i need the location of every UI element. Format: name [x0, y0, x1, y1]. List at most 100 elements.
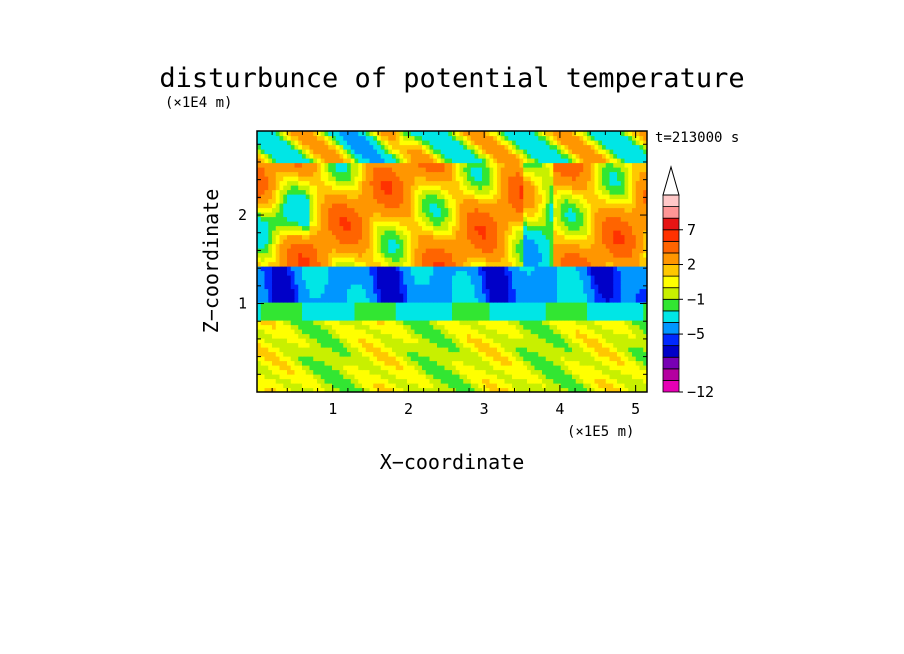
heatmap-cell — [620, 185, 626, 191]
heatmap-cell — [538, 248, 543, 254]
heatmap-cell — [272, 252, 277, 258]
heatmap-cell — [605, 315, 611, 321]
heatmap-cell — [414, 243, 419, 249]
heatmap-cell — [418, 216, 423, 222]
heatmap-cell — [365, 347, 371, 353]
heatmap-cell — [399, 284, 404, 290]
heatmap-cell — [425, 383, 431, 389]
heatmap-cell — [377, 180, 382, 186]
heatmap-cell — [373, 230, 378, 236]
heatmap-cell — [264, 329, 269, 335]
heatmap-cell — [448, 387, 453, 392]
heatmap-cell — [489, 248, 494, 254]
heatmap-cell — [527, 212, 532, 218]
heatmap-cell — [328, 261, 333, 267]
heatmap-cell — [635, 324, 641, 330]
heatmap-cell — [302, 189, 307, 195]
heatmap-cell — [373, 293, 378, 299]
heatmap-cell — [474, 248, 479, 254]
heatmap-cell — [564, 302, 569, 308]
heatmap-cell — [598, 279, 603, 285]
heatmap-cell — [617, 189, 622, 195]
heatmap-cell — [455, 194, 461, 200]
heatmap-cell — [362, 270, 367, 276]
heatmap-cell — [264, 302, 269, 308]
heatmap-cell — [317, 311, 322, 317]
heatmap-cell — [463, 297, 468, 303]
heatmap-cell — [557, 225, 562, 231]
heatmap-cell — [260, 176, 266, 182]
heatmap-cell — [609, 243, 614, 249]
heatmap-cell — [609, 207, 614, 213]
heatmap-cell — [474, 185, 479, 191]
heatmap-cell — [268, 324, 273, 330]
heatmap-cell — [568, 275, 573, 281]
heatmap-cell — [422, 230, 427, 236]
heatmap-cell — [497, 275, 502, 281]
heatmap-cell — [358, 315, 363, 321]
heatmap-cell — [452, 279, 457, 285]
heatmap-cell — [500, 216, 506, 222]
heatmap-cell — [598, 288, 603, 294]
heatmap-cell — [617, 194, 622, 200]
heatmap-cell — [538, 383, 543, 389]
heatmap-cell — [624, 243, 629, 249]
heatmap-cell — [493, 324, 498, 330]
heatmap-cell — [328, 387, 333, 392]
heatmap-cell — [519, 387, 524, 392]
heatmap-cell — [437, 302, 442, 308]
heatmap-cell — [380, 203, 386, 209]
heatmap-cell — [437, 329, 442, 335]
heatmap-cell — [343, 212, 348, 218]
heatmap-cell — [302, 387, 307, 392]
heatmap-cell — [287, 239, 292, 245]
heatmap-cell — [332, 221, 337, 227]
heatmap-cell — [294, 338, 299, 344]
heatmap-cell — [395, 383, 401, 389]
heatmap-cell — [362, 266, 367, 272]
heatmap-cell — [298, 383, 303, 389]
heatmap-cell — [388, 189, 393, 195]
heatmap-cell — [264, 203, 269, 209]
heatmap-cell — [545, 216, 551, 222]
heatmap-cell — [493, 302, 498, 308]
heatmap-cell — [384, 257, 389, 263]
heatmap-cell — [545, 243, 551, 249]
heatmap-cell — [474, 320, 479, 326]
heatmap-cell — [609, 351, 614, 357]
heatmap-cell — [407, 293, 412, 299]
heatmap-cell — [365, 374, 371, 380]
heatmap-cell — [422, 180, 427, 186]
heatmap-cell — [403, 270, 408, 276]
heatmap-cell — [298, 239, 303, 245]
heatmap-cell — [362, 203, 367, 209]
heatmap-cell — [264, 279, 269, 285]
heatmap-cell — [523, 342, 528, 348]
heatmap-cell — [583, 311, 588, 317]
heatmap-cell — [515, 374, 521, 380]
heatmap-cell — [624, 221, 629, 227]
heatmap-cell — [448, 288, 453, 294]
heatmap-cell — [508, 284, 513, 290]
heatmap-cell — [425, 338, 431, 344]
heatmap-cell — [290, 225, 296, 231]
heatmap-cell — [512, 315, 517, 321]
heatmap-cell — [365, 275, 371, 281]
heatmap-cell — [358, 329, 363, 335]
heatmap-cell — [272, 329, 277, 335]
heatmap-cell — [440, 297, 446, 303]
heatmap-cell — [455, 216, 461, 222]
heatmap-cell — [598, 311, 603, 317]
heatmap-cell — [583, 383, 588, 389]
heatmap-cell — [373, 320, 378, 326]
heatmap-cell — [309, 320, 314, 326]
heatmap-cell — [302, 257, 307, 263]
heatmap-cell — [575, 225, 581, 231]
heatmap-cell — [635, 194, 641, 200]
heatmap-cell — [272, 333, 277, 339]
heatmap-cell — [358, 369, 363, 375]
heatmap-cell — [365, 180, 371, 186]
heatmap-cell — [493, 203, 498, 209]
heatmap-cell — [452, 207, 457, 213]
heatmap-cell — [605, 320, 611, 326]
